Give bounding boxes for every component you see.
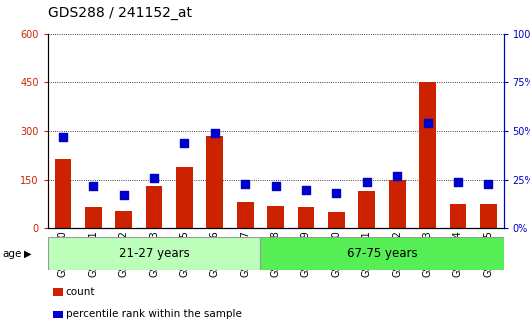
- Point: [454, 179, 462, 184]
- Point: [271, 183, 280, 188]
- Point: [332, 191, 341, 196]
- Bar: [298, 207, 314, 228]
- Text: count: count: [66, 287, 95, 297]
- Point: [363, 179, 371, 184]
- Bar: [237, 203, 253, 228]
- Point: [89, 183, 98, 188]
- Point: [484, 181, 492, 186]
- Bar: [419, 82, 436, 228]
- Point: [210, 130, 219, 136]
- Bar: [449, 204, 466, 228]
- Text: age: age: [3, 249, 22, 259]
- Text: percentile rank within the sample: percentile rank within the sample: [66, 309, 242, 319]
- Text: 21-27 years: 21-27 years: [119, 247, 189, 260]
- Point: [393, 173, 401, 178]
- Bar: [267, 206, 284, 228]
- Bar: [207, 136, 223, 228]
- Bar: [328, 212, 344, 228]
- Point: [150, 175, 158, 180]
- Bar: [85, 207, 102, 228]
- Point: [241, 181, 250, 186]
- Point: [59, 134, 67, 139]
- Bar: [146, 186, 162, 228]
- Bar: [48, 237, 260, 270]
- Bar: [480, 204, 497, 228]
- Text: GDS288 / 241152_at: GDS288 / 241152_at: [48, 6, 192, 20]
- Point: [119, 193, 128, 198]
- Point: [180, 140, 189, 145]
- Bar: [389, 180, 405, 228]
- Point: [423, 121, 432, 126]
- Bar: [55, 159, 71, 228]
- Point: [302, 187, 310, 192]
- Text: 67-75 years: 67-75 years: [347, 247, 417, 260]
- Bar: [358, 191, 375, 228]
- Bar: [260, 237, 504, 270]
- Bar: [116, 211, 132, 228]
- Text: ▶: ▶: [24, 249, 31, 259]
- Bar: [176, 167, 193, 228]
